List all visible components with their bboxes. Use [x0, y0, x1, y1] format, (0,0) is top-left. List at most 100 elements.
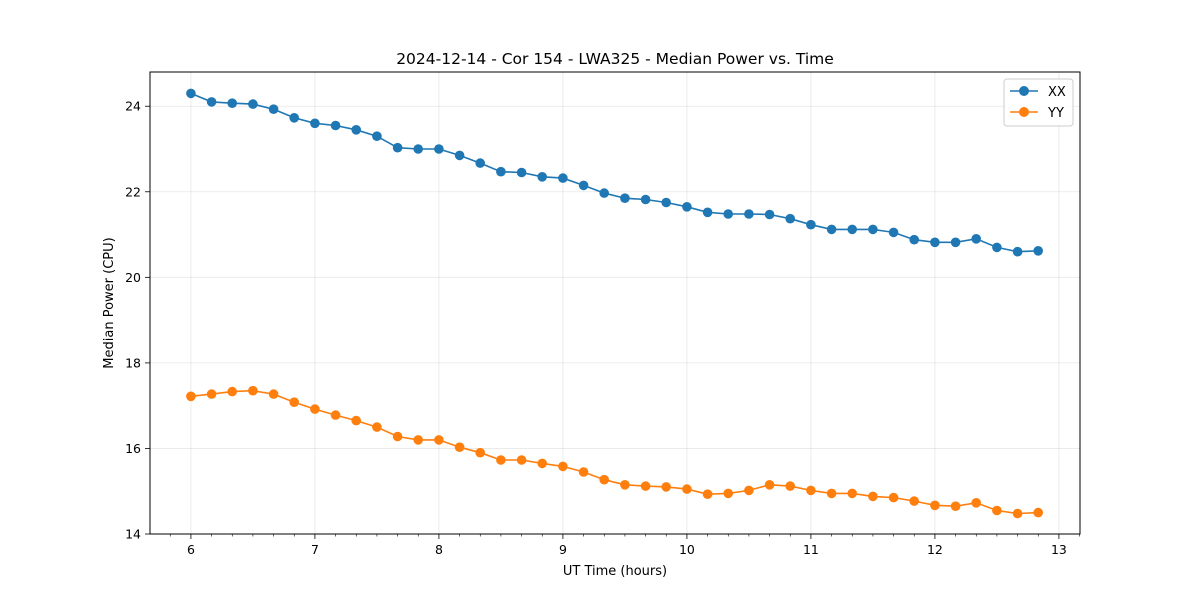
x-tick-label: 12: [927, 542, 943, 557]
x-tick-label: 11: [803, 542, 819, 557]
data-point-yy: [289, 397, 300, 408]
data-point-xx: [971, 234, 981, 244]
chart-title: 2024-12-14 - Cor 154 - LWA325 - Median P…: [396, 50, 834, 68]
series-layer: [186, 88, 1043, 519]
data-point-xx: [992, 242, 1002, 253]
data-point-xx: [620, 193, 630, 203]
grid: [150, 72, 1080, 535]
series-xx: [186, 88, 1043, 257]
data-point-xx: [558, 173, 568, 183]
x-axis-label: UT Time (hours): [563, 564, 667, 579]
data-point-yy: [186, 391, 196, 402]
data-point-xx: [475, 158, 486, 168]
plot-frame: [149, 71, 1081, 535]
legend-marker-xx: [1019, 86, 1029, 96]
data-point-xx: [640, 194, 651, 205]
data-point-xx: [661, 197, 671, 208]
data-point-xx: [454, 150, 465, 161]
data-point-xx: [227, 98, 237, 108]
data-point-xx: [764, 209, 775, 220]
data-point-xx: [806, 219, 816, 230]
data-point-yy: [744, 485, 754, 496]
data-point-xx: [268, 104, 279, 114]
data-point-yy: [310, 404, 320, 414]
data-point-yy: [599, 474, 609, 485]
data-point-yy: [971, 498, 981, 508]
data-point-yy: [806, 485, 816, 496]
data-point-yy: [496, 455, 506, 465]
x-tick-label: 9: [559, 542, 567, 557]
data-point-yy: [1033, 507, 1043, 518]
data-point-xx: [1012, 246, 1023, 257]
data-point-yy: [413, 435, 424, 445]
x-tick-label: 7: [311, 542, 319, 557]
x-tick-label: 6: [187, 542, 195, 557]
data-point-yy: [454, 442, 465, 453]
data-point-yy: [578, 467, 589, 477]
data-point-xx: [289, 113, 300, 123]
data-point-yy: [640, 481, 651, 491]
data-point-xx: [372, 131, 382, 141]
data-point-xx: [868, 224, 878, 235]
data-point-xx: [392, 142, 403, 153]
data-point-xx: [599, 188, 609, 198]
data-point-yy: [206, 389, 217, 399]
data-point-xx: [826, 224, 837, 235]
data-point-yy: [682, 484, 692, 494]
y-axis-ticks: 14 16 18 20 22 24: [125, 99, 150, 542]
data-point-xx: [413, 144, 424, 154]
data-point-yy: [434, 435, 444, 445]
data-point-xx: [434, 144, 444, 154]
data-point-xx: [909, 234, 919, 245]
legend-marker-yy: [1019, 107, 1029, 117]
data-point-yy: [785, 481, 795, 491]
data-point-xx: [1033, 246, 1043, 256]
data-point-xx: [248, 99, 258, 109]
x-tick-label: 10: [679, 542, 695, 557]
data-point-xx: [516, 167, 527, 178]
y-tick-label: 22: [125, 184, 141, 199]
y-tick-label: 14: [125, 527, 141, 542]
legend: XX YY: [1003, 78, 1074, 127]
data-point-yy: [661, 482, 671, 492]
data-point-yy: [248, 385, 258, 396]
data-point-xx: [310, 118, 320, 129]
data-point-xx: [578, 180, 589, 191]
data-point-yy: [620, 480, 630, 490]
data-point-xx: [744, 209, 754, 219]
data-point-xx: [930, 237, 940, 248]
data-point-xx: [847, 224, 857, 235]
data-point-yy: [537, 458, 547, 469]
data-point-xx: [206, 97, 217, 107]
x-tick-label: 8: [435, 542, 443, 557]
data-point-yy: [330, 410, 341, 420]
data-point-yy: [475, 447, 486, 458]
data-point-xx: [682, 202, 692, 212]
data-point-yy: [372, 422, 382, 432]
data-point-xx: [351, 125, 362, 135]
series-line-xx: [190, 92, 1039, 253]
y-tick-label: 24: [125, 99, 141, 114]
y-tick-label: 20: [125, 270, 141, 285]
data-point-yy: [558, 461, 568, 472]
series-yy: [186, 385, 1043, 519]
data-point-xx: [888, 227, 899, 238]
data-point-yy: [702, 489, 713, 500]
x-axis-ticks: 6 7 8 9 10 11 12 13: [169, 534, 1080, 557]
data-point-yy: [516, 455, 527, 465]
data-point-xx: [537, 172, 547, 182]
data-point-yy: [826, 488, 837, 499]
data-point-xx: [785, 213, 795, 224]
data-point-xx: [702, 207, 713, 218]
data-point-yy: [888, 492, 899, 503]
data-point-yy: [868, 491, 878, 502]
data-point-yy: [723, 488, 733, 499]
legend-label-yy: YY: [1047, 106, 1064, 121]
data-point-xx: [330, 120, 341, 131]
data-point-xx: [186, 88, 196, 99]
data-point-yy: [992, 505, 1002, 516]
legend-label-xx: XX: [1048, 85, 1066, 100]
data-point-xx: [723, 209, 733, 219]
y-axis-label: Median Power (CPU): [102, 237, 117, 368]
